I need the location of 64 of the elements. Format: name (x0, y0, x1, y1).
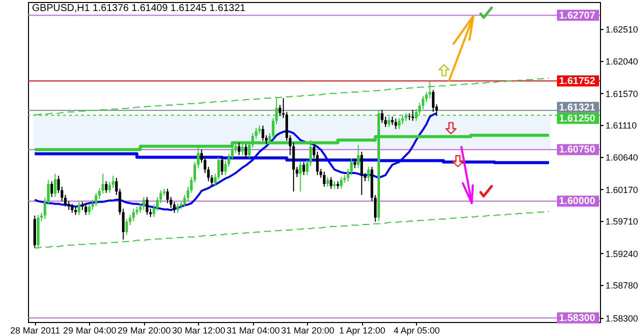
candlestick (132, 208, 135, 222)
chart-title: GBPUSD,H1 1.61376 1.61409 1.61245 1.61321 (32, 3, 246, 14)
candlestick (166, 188, 169, 204)
candlestick (224, 160, 227, 176)
candlestick (176, 202, 180, 214)
candlestick (330, 176, 332, 190)
candlestick (104, 180, 108, 194)
x-tick-label: 1 Apr 12:00 (339, 326, 386, 336)
candlestick (292, 142, 295, 192)
y-tick-label: 1.61570 (606, 88, 638, 99)
y-tick-label: 1.59240 (606, 248, 638, 259)
candlestick (340, 176, 343, 190)
x-tick-label: 29 Mar 04:00 (63, 326, 116, 336)
y-tick-label: 1.60170 (606, 184, 638, 195)
candlestick (112, 175, 114, 189)
candlestick (94, 192, 98, 206)
line-series (34, 210, 550, 248)
candlestick (411, 109, 414, 122)
y-tick-label: 1.60640 (606, 152, 638, 163)
y-tick-label: 1.59710 (606, 216, 638, 227)
x-tick-label: 4 Apr 05:00 (394, 326, 440, 336)
x-tick-label: 31 Mar 20:00 (281, 326, 334, 336)
y-tick-label: 1.62040 (606, 56, 638, 67)
candlestick (50, 180, 54, 198)
x-tick-label: 31 Mar 04:00 (226, 326, 280, 336)
candlestick (142, 196, 145, 211)
ref-line-label: 1.61321 (559, 102, 596, 114)
candlestick (88, 203, 90, 216)
ref-line-label: 1.61752 (559, 76, 596, 87)
y-tick-label: 1.58300 (606, 313, 638, 324)
candlestick (302, 162, 306, 176)
y-tick-label: 1.62510 (606, 24, 638, 34)
candlestick (360, 151, 363, 196)
candlestick (217, 156, 220, 180)
candlestick (380, 109, 384, 124)
candlestick (220, 156, 224, 176)
candlestick (394, 118, 398, 130)
candlestick (432, 89, 435, 112)
candlestick (262, 125, 264, 142)
y-tick-label: 1.58780 (606, 280, 638, 290)
candlestick (78, 201, 80, 216)
ref-line-label: 1.62707 (559, 10, 596, 22)
x-tick-label: 28 Mar 2011 (10, 326, 60, 336)
ref-line-label: 1.60750 (559, 144, 596, 156)
candlestick (238, 142, 240, 156)
candlestick (125, 218, 128, 236)
candlestick (367, 166, 370, 182)
ref-line-label: 1.61250 (559, 113, 596, 124)
ref-line-label: 1.60000 (559, 196, 596, 208)
candlestick (146, 196, 148, 216)
y-tick-label: 1.61110 (606, 120, 637, 130)
candlestick (244, 144, 248, 158)
ref-line-label: 1.58300 (559, 312, 596, 324)
candlestick (299, 162, 302, 192)
x-tick-label: 30 Mar 12:00 (172, 326, 226, 336)
candlestick (173, 201, 176, 214)
candlestick (322, 171, 326, 188)
candlestick (152, 204, 156, 218)
candlestick (326, 176, 329, 188)
candlestick (84, 203, 88, 216)
candlestick (54, 173, 56, 198)
x-tick-label: 29 Mar 20:00 (118, 326, 171, 336)
candlestick (356, 144, 360, 169)
candlestick (398, 118, 400, 130)
